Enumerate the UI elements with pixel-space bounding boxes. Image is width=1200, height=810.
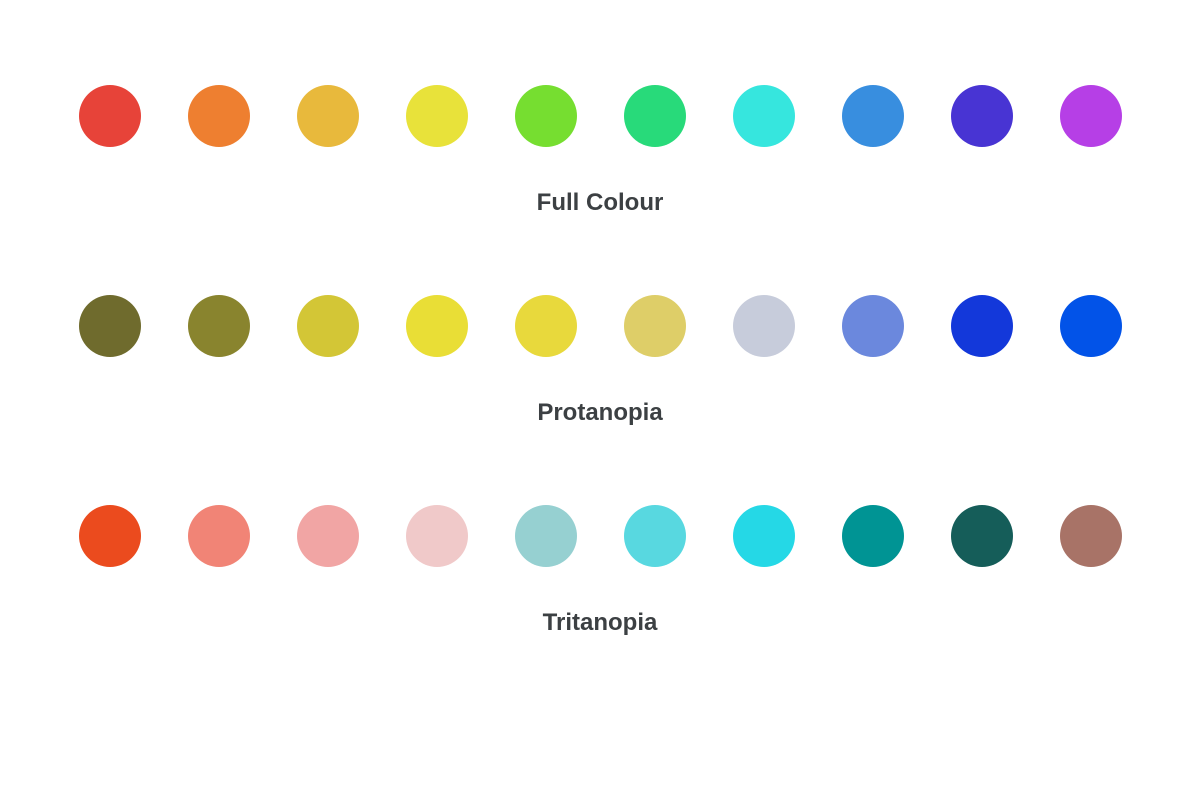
color-swatch [406,505,468,567]
palette-label: Protanopia [0,399,1200,427]
color-swatch [188,295,250,357]
color-swatch [297,295,359,357]
color-swatch [297,85,359,147]
color-swatch [624,505,686,567]
swatch-row [0,295,1200,357]
color-swatch [951,85,1013,147]
palette-label: Full Colour [0,189,1200,217]
color-swatch [1060,505,1122,567]
swatch-row [0,505,1200,567]
color-swatch [733,295,795,357]
palette-group: Full Colour [0,85,1200,217]
color-swatch [515,85,577,147]
color-swatch [624,85,686,147]
color-swatch [1060,85,1122,147]
color-swatch [733,85,795,147]
color-swatch [188,85,250,147]
color-swatch [951,295,1013,357]
color-swatch [188,505,250,567]
color-swatch [733,505,795,567]
color-swatch [79,85,141,147]
color-swatch [842,505,904,567]
palette-label: Tritanopia [0,609,1200,637]
color-swatch [406,85,468,147]
color-swatch [624,295,686,357]
color-swatch [1060,295,1122,357]
color-swatch [406,295,468,357]
color-swatch [297,505,359,567]
color-swatch [515,505,577,567]
color-swatch [515,295,577,357]
swatch-row [0,85,1200,147]
color-swatch [951,505,1013,567]
palette-group: Tritanopia [0,505,1200,637]
color-swatch [79,295,141,357]
palette-group: Protanopia [0,295,1200,427]
color-swatch [842,295,904,357]
color-swatch [79,505,141,567]
color-swatch [842,85,904,147]
